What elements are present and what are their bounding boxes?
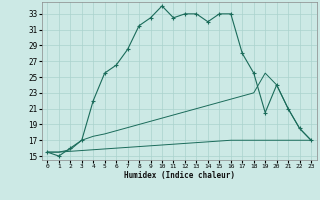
X-axis label: Humidex (Indice chaleur): Humidex (Indice chaleur) <box>124 171 235 180</box>
